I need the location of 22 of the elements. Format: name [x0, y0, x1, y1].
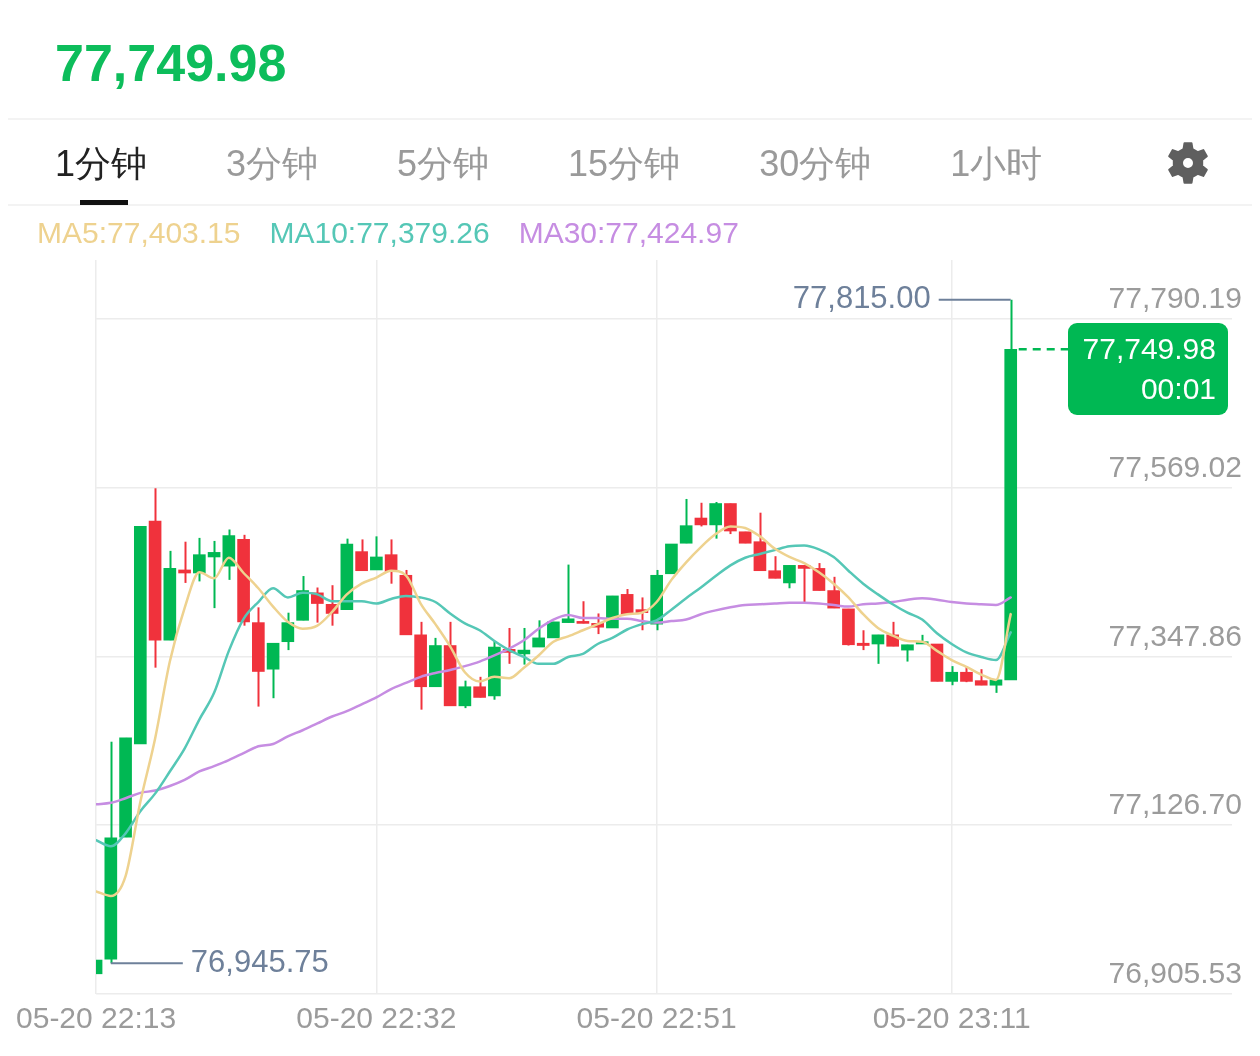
text: MA10:77,379.26 [269, 216, 490, 250]
y-tick-label: 77,569.02 [1108, 449, 1242, 483]
y-tick-label: 77,347.86 [1108, 618, 1242, 652]
text: 15分钟 [568, 143, 681, 184]
text: 3分钟 [226, 143, 319, 184]
chart-title: 77,749.98 [55, 33, 287, 93]
y-tick-label: 77,126.70 [1108, 787, 1242, 821]
annotation: 77,815.00 [792, 280, 931, 316]
text: MA5:77,403.15 [37, 216, 241, 250]
x-tick-label: 05-20 22:32 [296, 1001, 457, 1035]
y-tick-label: 77,790.19 [1108, 280, 1242, 314]
y-tick-label: 76,905.53 [1108, 956, 1242, 990]
x-tick-label: 05-20 23:11 [872, 1001, 1031, 1035]
text: MA30:77,424.97 [518, 216, 739, 250]
text: 1小时 [950, 143, 1043, 184]
annotation: 76,945.75 [190, 943, 329, 979]
ref-line-label: 77,749.98 00:01 [1081, 331, 1216, 408]
x-tick-label: 05-20 22:13 [16, 1001, 177, 1035]
text: 30分钟 [759, 143, 872, 184]
text: 1分钟 [55, 143, 148, 184]
x-tick-label: 05-20 22:51 [576, 1001, 737, 1035]
text: 5分钟 [397, 143, 490, 184]
